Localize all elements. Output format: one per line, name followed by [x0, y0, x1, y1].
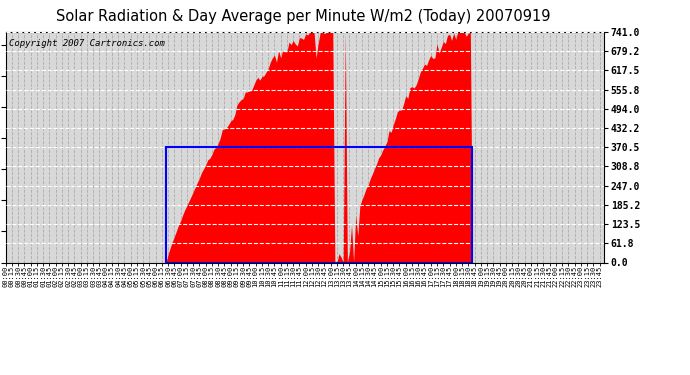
Bar: [166, 147, 473, 262]
Text: Solar Radiation & Day Average per Minute W/m2 (Today) 20070919: Solar Radiation & Day Average per Minute…: [57, 9, 551, 24]
Text: Copyright 2007 Cartronics.com: Copyright 2007 Cartronics.com: [8, 39, 164, 48]
